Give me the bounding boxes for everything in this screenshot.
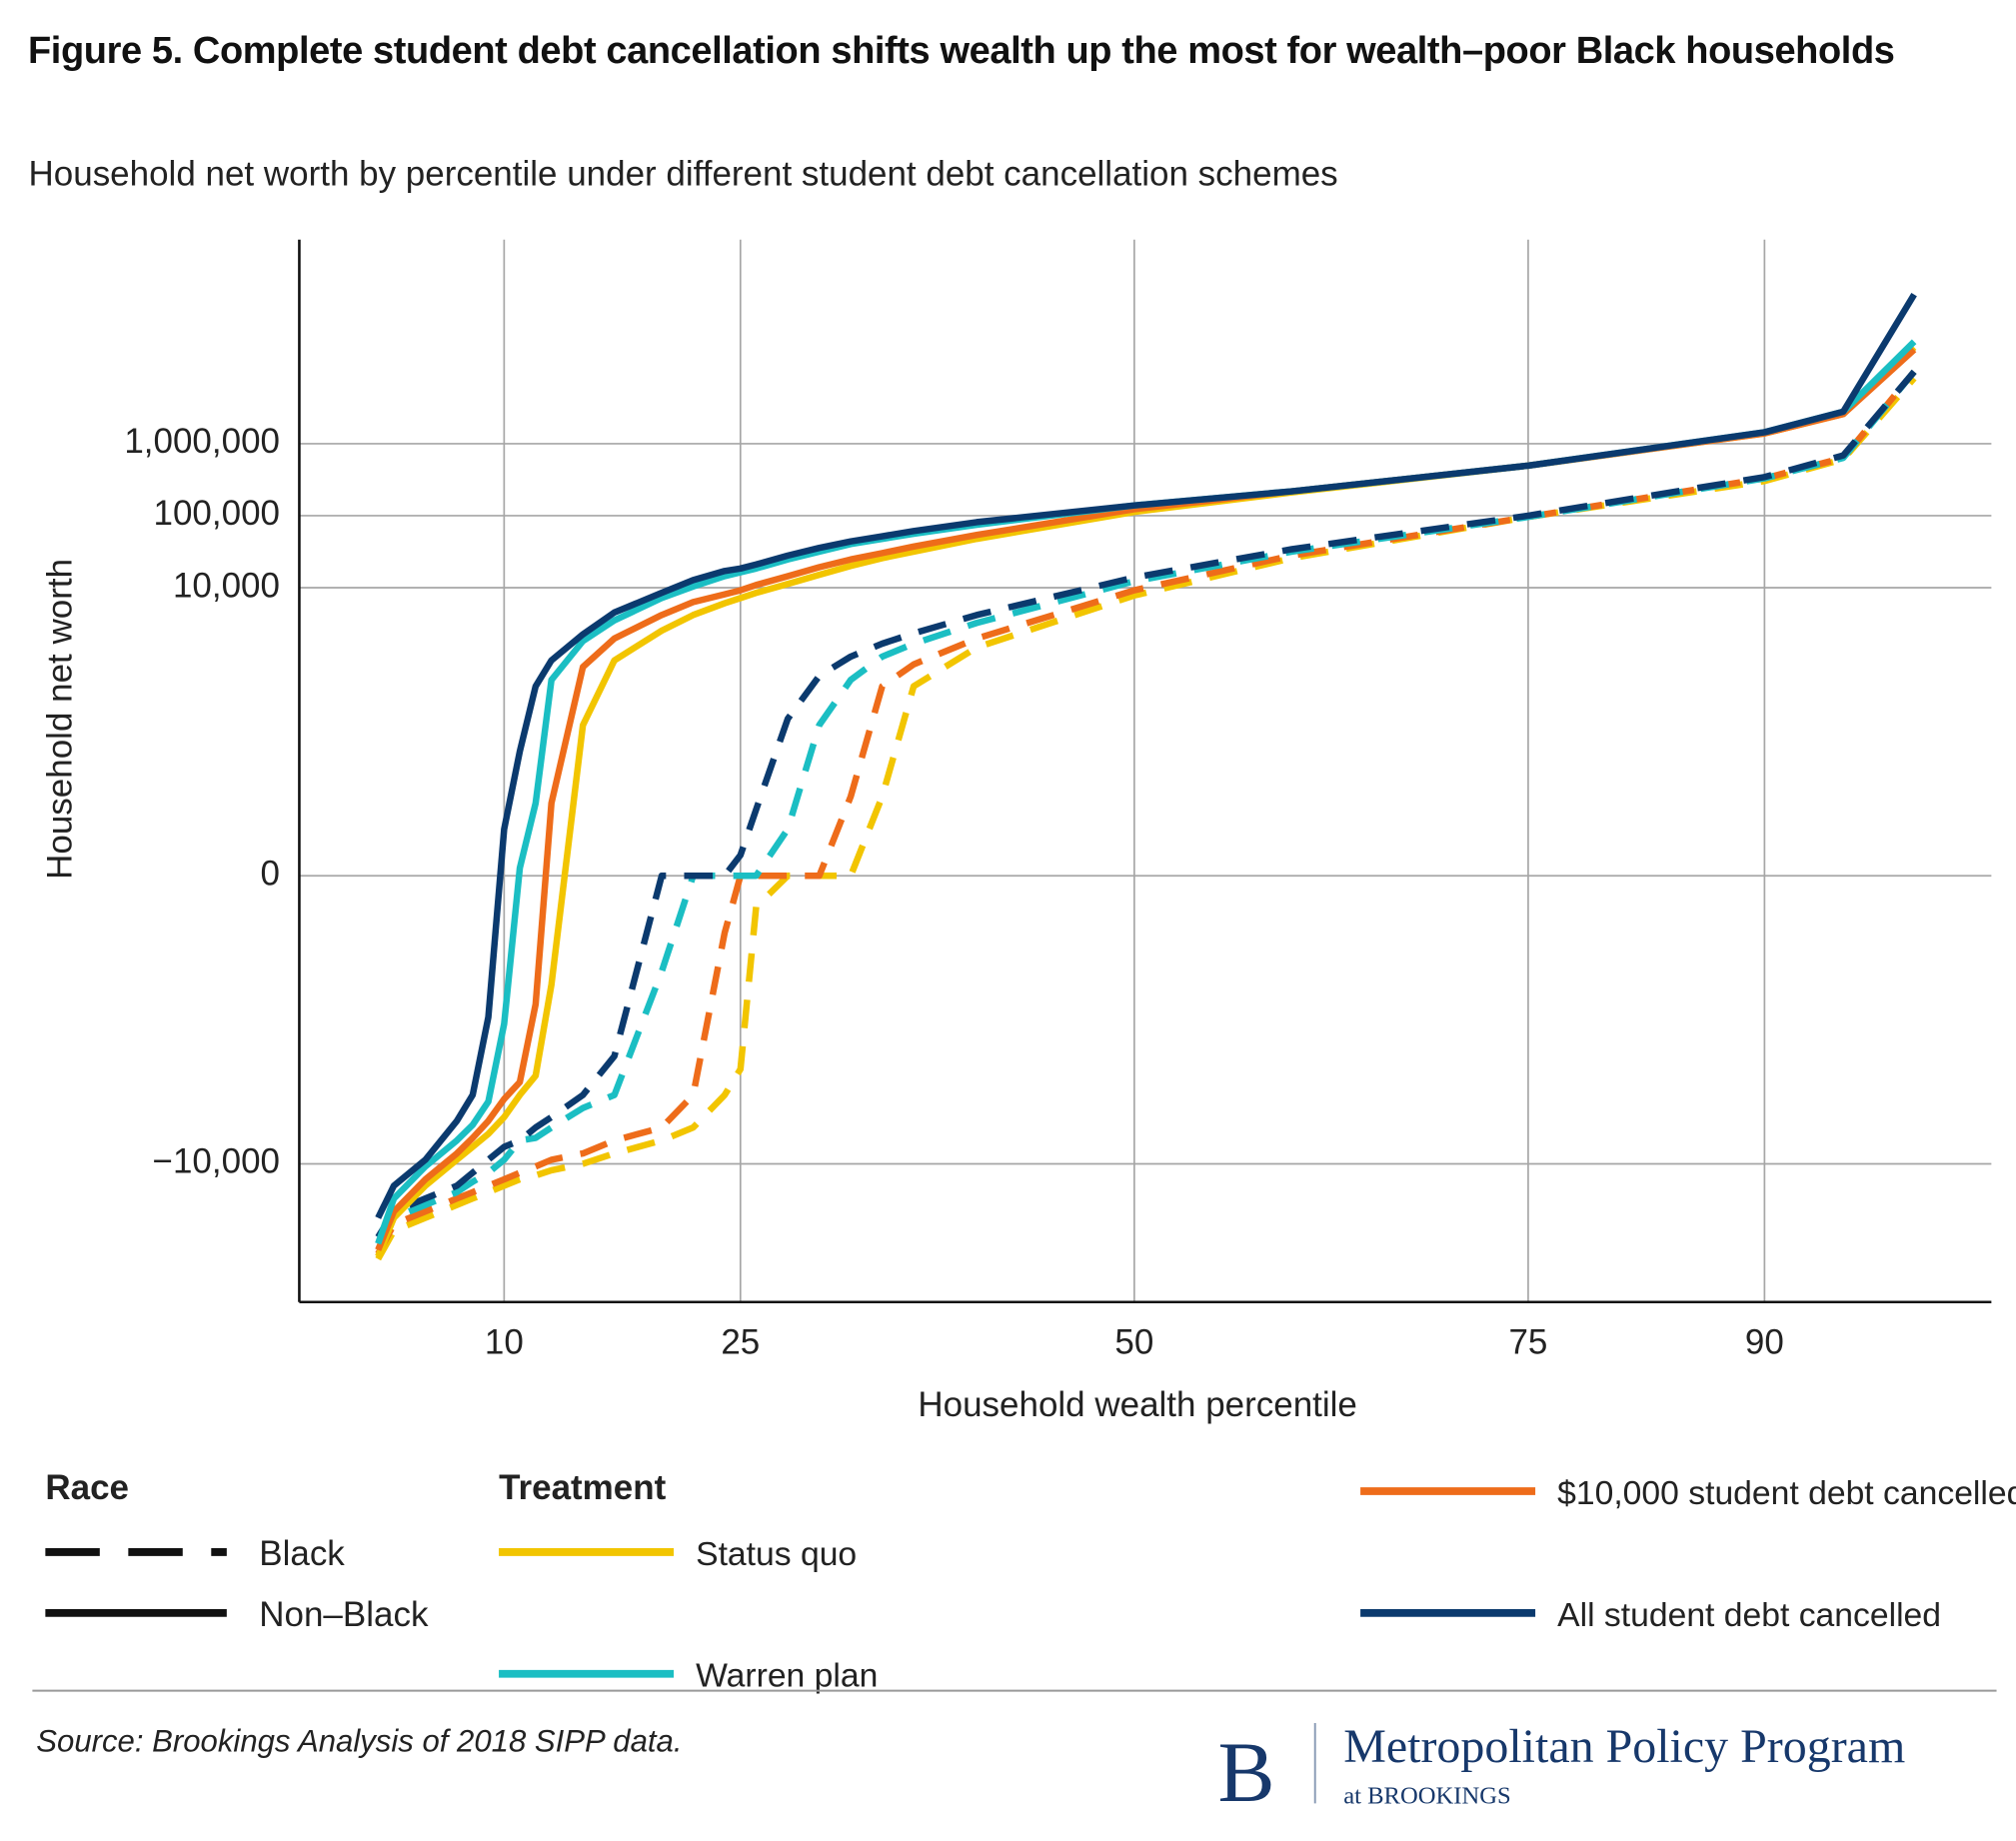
y-tick-label: 1,000,000 xyxy=(124,422,280,461)
y-tick-label: 10,000 xyxy=(173,566,280,605)
grid xyxy=(299,239,1992,1302)
series-line xyxy=(375,345,1917,1258)
x-axis-label: Household wealth percentile xyxy=(918,1385,1357,1424)
x-tick-label: 25 xyxy=(721,1323,760,1362)
series-line xyxy=(375,292,1917,1219)
x-tick-label: 10 xyxy=(485,1323,524,1362)
logo-sub: at BROOKINGS xyxy=(1343,1782,1510,1809)
y-tick-label: 0 xyxy=(261,854,280,893)
series-line xyxy=(375,339,1917,1245)
legend-label: All student debt cancelled xyxy=(1557,1596,1941,1634)
logo-name: Metropolitan Policy Program xyxy=(1343,1720,1905,1773)
legend-label: $10,000 student debt cancelled for all xyxy=(1557,1474,2016,1512)
x-tick-label: 90 xyxy=(1745,1323,1784,1362)
x-tick-label: 75 xyxy=(1508,1323,1547,1362)
y-tick-label: −10,000 xyxy=(153,1142,280,1181)
legend-title: Treatment xyxy=(499,1468,667,1507)
legend-title: Race xyxy=(45,1468,129,1507)
source-note: Source: Brookings Analysis of 2018 SIPP … xyxy=(36,1724,682,1759)
lines xyxy=(375,292,1917,1261)
series-line xyxy=(375,347,1917,1251)
legend: Black Non–Black Status quo $10,000 student … xyxy=(45,1474,2016,1695)
y-axis-label: Household net worth xyxy=(40,559,79,880)
legend-label: Non–Black xyxy=(259,1595,429,1634)
chart-subtitle: Household net worth by percentile under … xyxy=(29,154,1338,193)
logo-letter: B xyxy=(1217,1725,1274,1820)
x-tick-label: 50 xyxy=(1114,1323,1153,1362)
series-line xyxy=(375,376,1917,1261)
y-tick-label: 100,000 xyxy=(154,494,280,533)
legend-label: Black xyxy=(259,1534,345,1573)
series-line xyxy=(375,369,1917,1256)
legend-label: Warren plan xyxy=(696,1657,878,1695)
chart-title: Figure 5. Complete student debt cancella… xyxy=(28,30,1895,72)
legend-label: Status quo xyxy=(696,1535,857,1573)
